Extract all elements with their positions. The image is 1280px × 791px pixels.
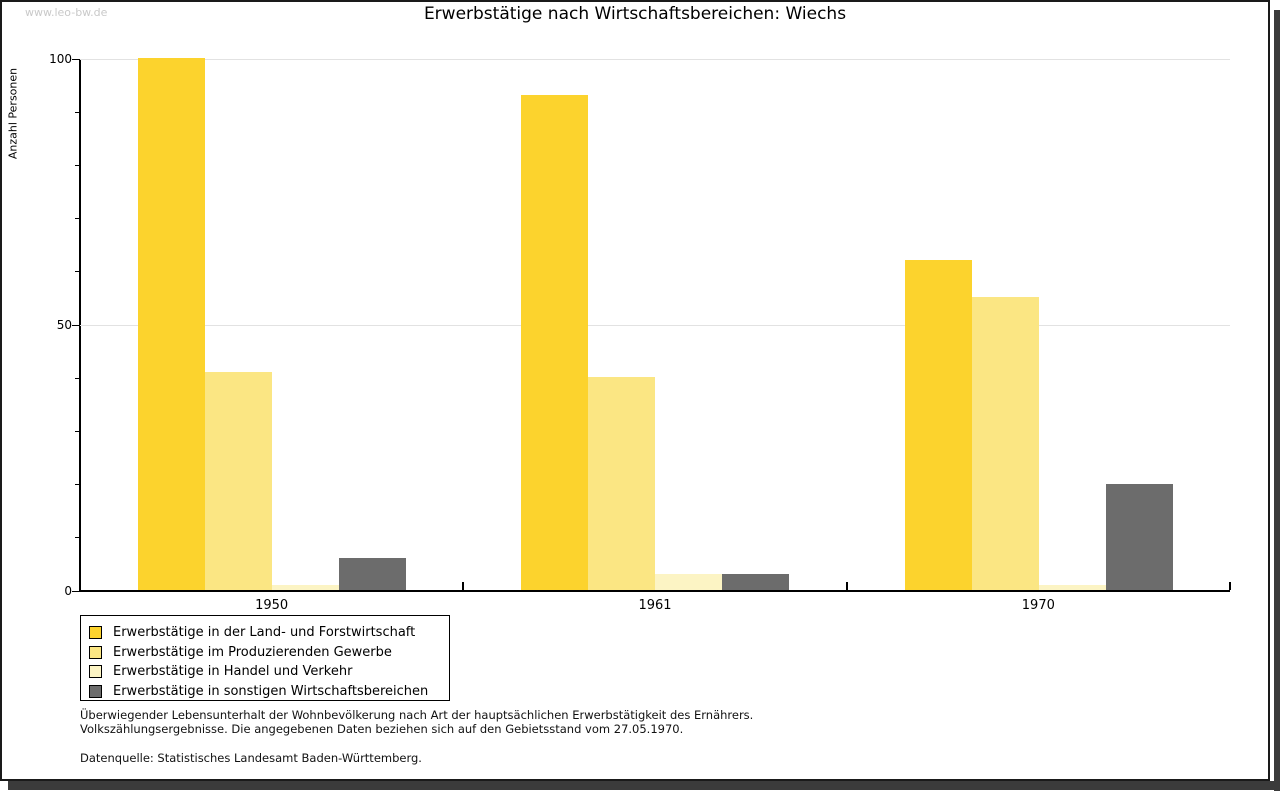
bar-1970-sonstige-wirtschaftsbereiche bbox=[1106, 484, 1173, 590]
y-tick-100 bbox=[72, 58, 80, 60]
footnote-line-2: Volkszählungsergebnisse. Die angegebenen… bbox=[80, 722, 684, 736]
legend-item-handel-und-verkehr: Erwerbstätige in Handel und Verkehr bbox=[89, 662, 352, 681]
y-axis-line bbox=[79, 59, 81, 592]
bar-1950-produzierendes-gewerbe bbox=[205, 372, 272, 590]
plot-area: 0 50 100 1950 1961 1970 bbox=[49, 53, 1231, 613]
legend-item-land-und-forstwirtschaft: Erwerbstätige in der Land- und Forstwirt… bbox=[89, 623, 415, 642]
y-minor-tick-90 bbox=[75, 111, 80, 113]
legend-label-produzierendes-gewerbe: Erwerbstätige im Produzierenden Gewerbe bbox=[113, 644, 392, 660]
y-minor-tick-60 bbox=[75, 271, 80, 273]
legend-swatch-land-und-forstwirtschaft bbox=[89, 626, 102, 639]
legend-label-sonstige-wirtschaftsbereiche: Erwerbstätige in sonstigen Wirtschaftsbe… bbox=[113, 683, 429, 699]
x-tick-label-1950: 1950 bbox=[255, 598, 289, 613]
gridline-y-50 bbox=[80, 324, 1230, 326]
bar-1970-produzierendes-gewerbe bbox=[972, 297, 1039, 590]
x-boundary-tick-3 bbox=[1229, 582, 1231, 590]
bar-1961-sonstige-wirtschaftsbereiche bbox=[722, 574, 789, 590]
chart-title: Erwerbstätige nach Wirtschaftsbereichen:… bbox=[423, 4, 847, 24]
watermark-leo-bw: www.leo-bw.de bbox=[25, 6, 108, 19]
x-boundary-tick-2 bbox=[845, 582, 848, 590]
legend-item-sonstige-wirtschaftsbereiche: Erwerbstätige in sonstigen Wirtschaftsbe… bbox=[89, 682, 428, 701]
y-axis-title: Anzahl Personen bbox=[6, 67, 20, 160]
bar-1950-sonstige-wirtschaftsbereiche bbox=[339, 558, 406, 590]
x-boundary-tick-1 bbox=[462, 582, 465, 590]
bar-1961-produzierendes-gewerbe bbox=[588, 377, 655, 590]
y-tick-50 bbox=[72, 324, 80, 326]
y-minor-tick-80 bbox=[75, 164, 80, 166]
page-frame-shadow-right bbox=[1274, 10, 1280, 791]
x-axis-line bbox=[79, 590, 1230, 592]
footnote-source: Datenquelle: Statistisches Landesamt Bad… bbox=[80, 751, 422, 765]
y-tick-label-0: 0 bbox=[64, 584, 72, 598]
bar-1961-handel-und-verkehr bbox=[655, 574, 722, 590]
gridline-y-100 bbox=[80, 58, 1230, 60]
bar-1961-land-und-forstwirtschaft bbox=[521, 95, 588, 590]
y-minor-tick-70 bbox=[75, 218, 80, 220]
legend-label-handel-und-verkehr: Erwerbstätige in Handel und Verkehr bbox=[113, 664, 353, 679]
page-frame-shadow-bottom bbox=[8, 781, 1274, 790]
x-tick-label-1961: 1961 bbox=[638, 598, 672, 613]
x-tick-label-1970: 1970 bbox=[1021, 598, 1055, 613]
legend-swatch-sonstige-wirtschaftsbereiche bbox=[89, 684, 102, 698]
legend-swatch-handel-und-verkehr bbox=[89, 665, 102, 678]
y-tick-label-50: 50 bbox=[56, 318, 72, 332]
bar-1950-handel-und-verkehr bbox=[272, 585, 339, 590]
legend-label-land-und-forstwirtschaft: Erwerbstätige in der Land- und Forstwirt… bbox=[113, 625, 416, 640]
y-tick-0 bbox=[72, 590, 80, 592]
bar-1970-handel-und-verkehr bbox=[1039, 585, 1106, 590]
y-minor-tick-20 bbox=[75, 484, 80, 486]
footnote-line-1: Überwiegender Lebensunterhalt der Wohnbe… bbox=[80, 708, 754, 722]
legend-box: Erwerbstätige in der Land- und Forstwirt… bbox=[80, 615, 450, 701]
bar-1950-land-und-forstwirtschaft bbox=[138, 58, 205, 590]
y-tick-label-100: 100 bbox=[49, 52, 72, 66]
y-minor-tick-10 bbox=[75, 537, 80, 539]
legend-swatch-produzierendes-gewerbe bbox=[89, 645, 102, 659]
y-minor-tick-30 bbox=[75, 430, 80, 432]
legend-item-produzierendes-gewerbe: Erwerbstätige im Produzierenden Gewerbe bbox=[89, 643, 392, 662]
y-minor-tick-40 bbox=[75, 377, 80, 379]
bar-1970-land-und-forstwirtschaft bbox=[905, 260, 972, 590]
